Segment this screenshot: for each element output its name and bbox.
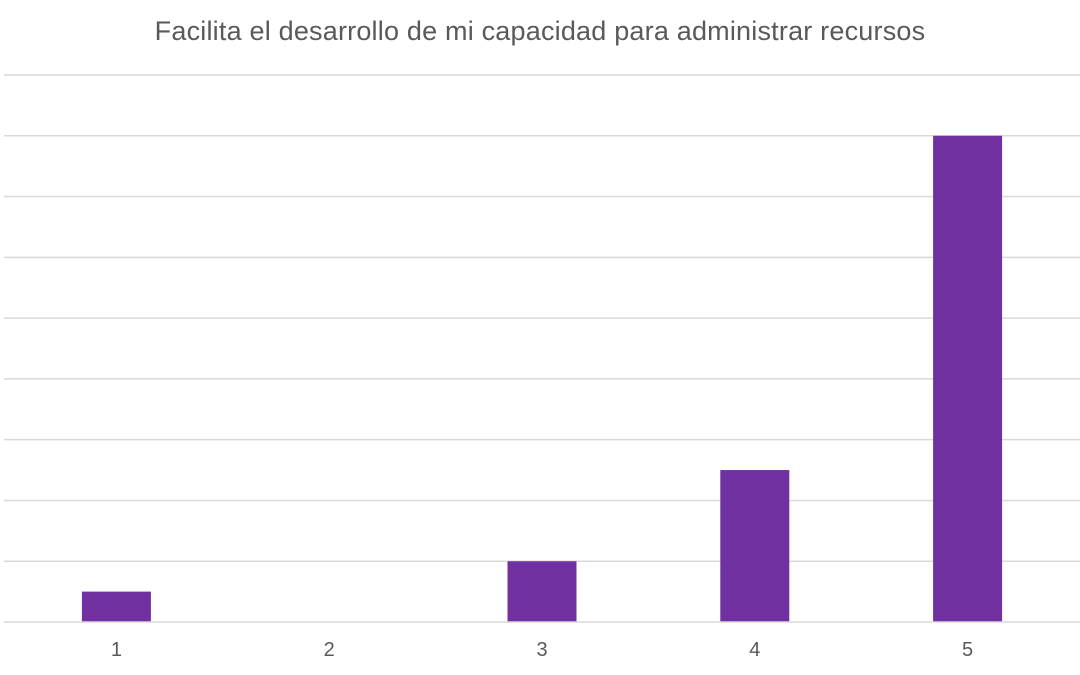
chart-title: Facilita el desarrollo de mi capacidad p…	[154, 16, 926, 46]
x-axis: 1 2 3 4 5	[4, 621, 1080, 661]
x-tick-label-5: 5	[962, 639, 973, 661]
x-tick-label-4: 4	[749, 639, 760, 661]
bar-5	[933, 135, 1003, 622]
bar-1	[81, 591, 151, 622]
x-tick-label-1: 1	[111, 639, 122, 661]
bar-3	[507, 561, 577, 622]
x-tick-label-2: 2	[324, 639, 335, 661]
bar-4	[720, 470, 790, 622]
gridlines	[4, 74, 1080, 562]
x-tick-label-3: 3	[536, 639, 547, 661]
bars	[81, 135, 1003, 622]
